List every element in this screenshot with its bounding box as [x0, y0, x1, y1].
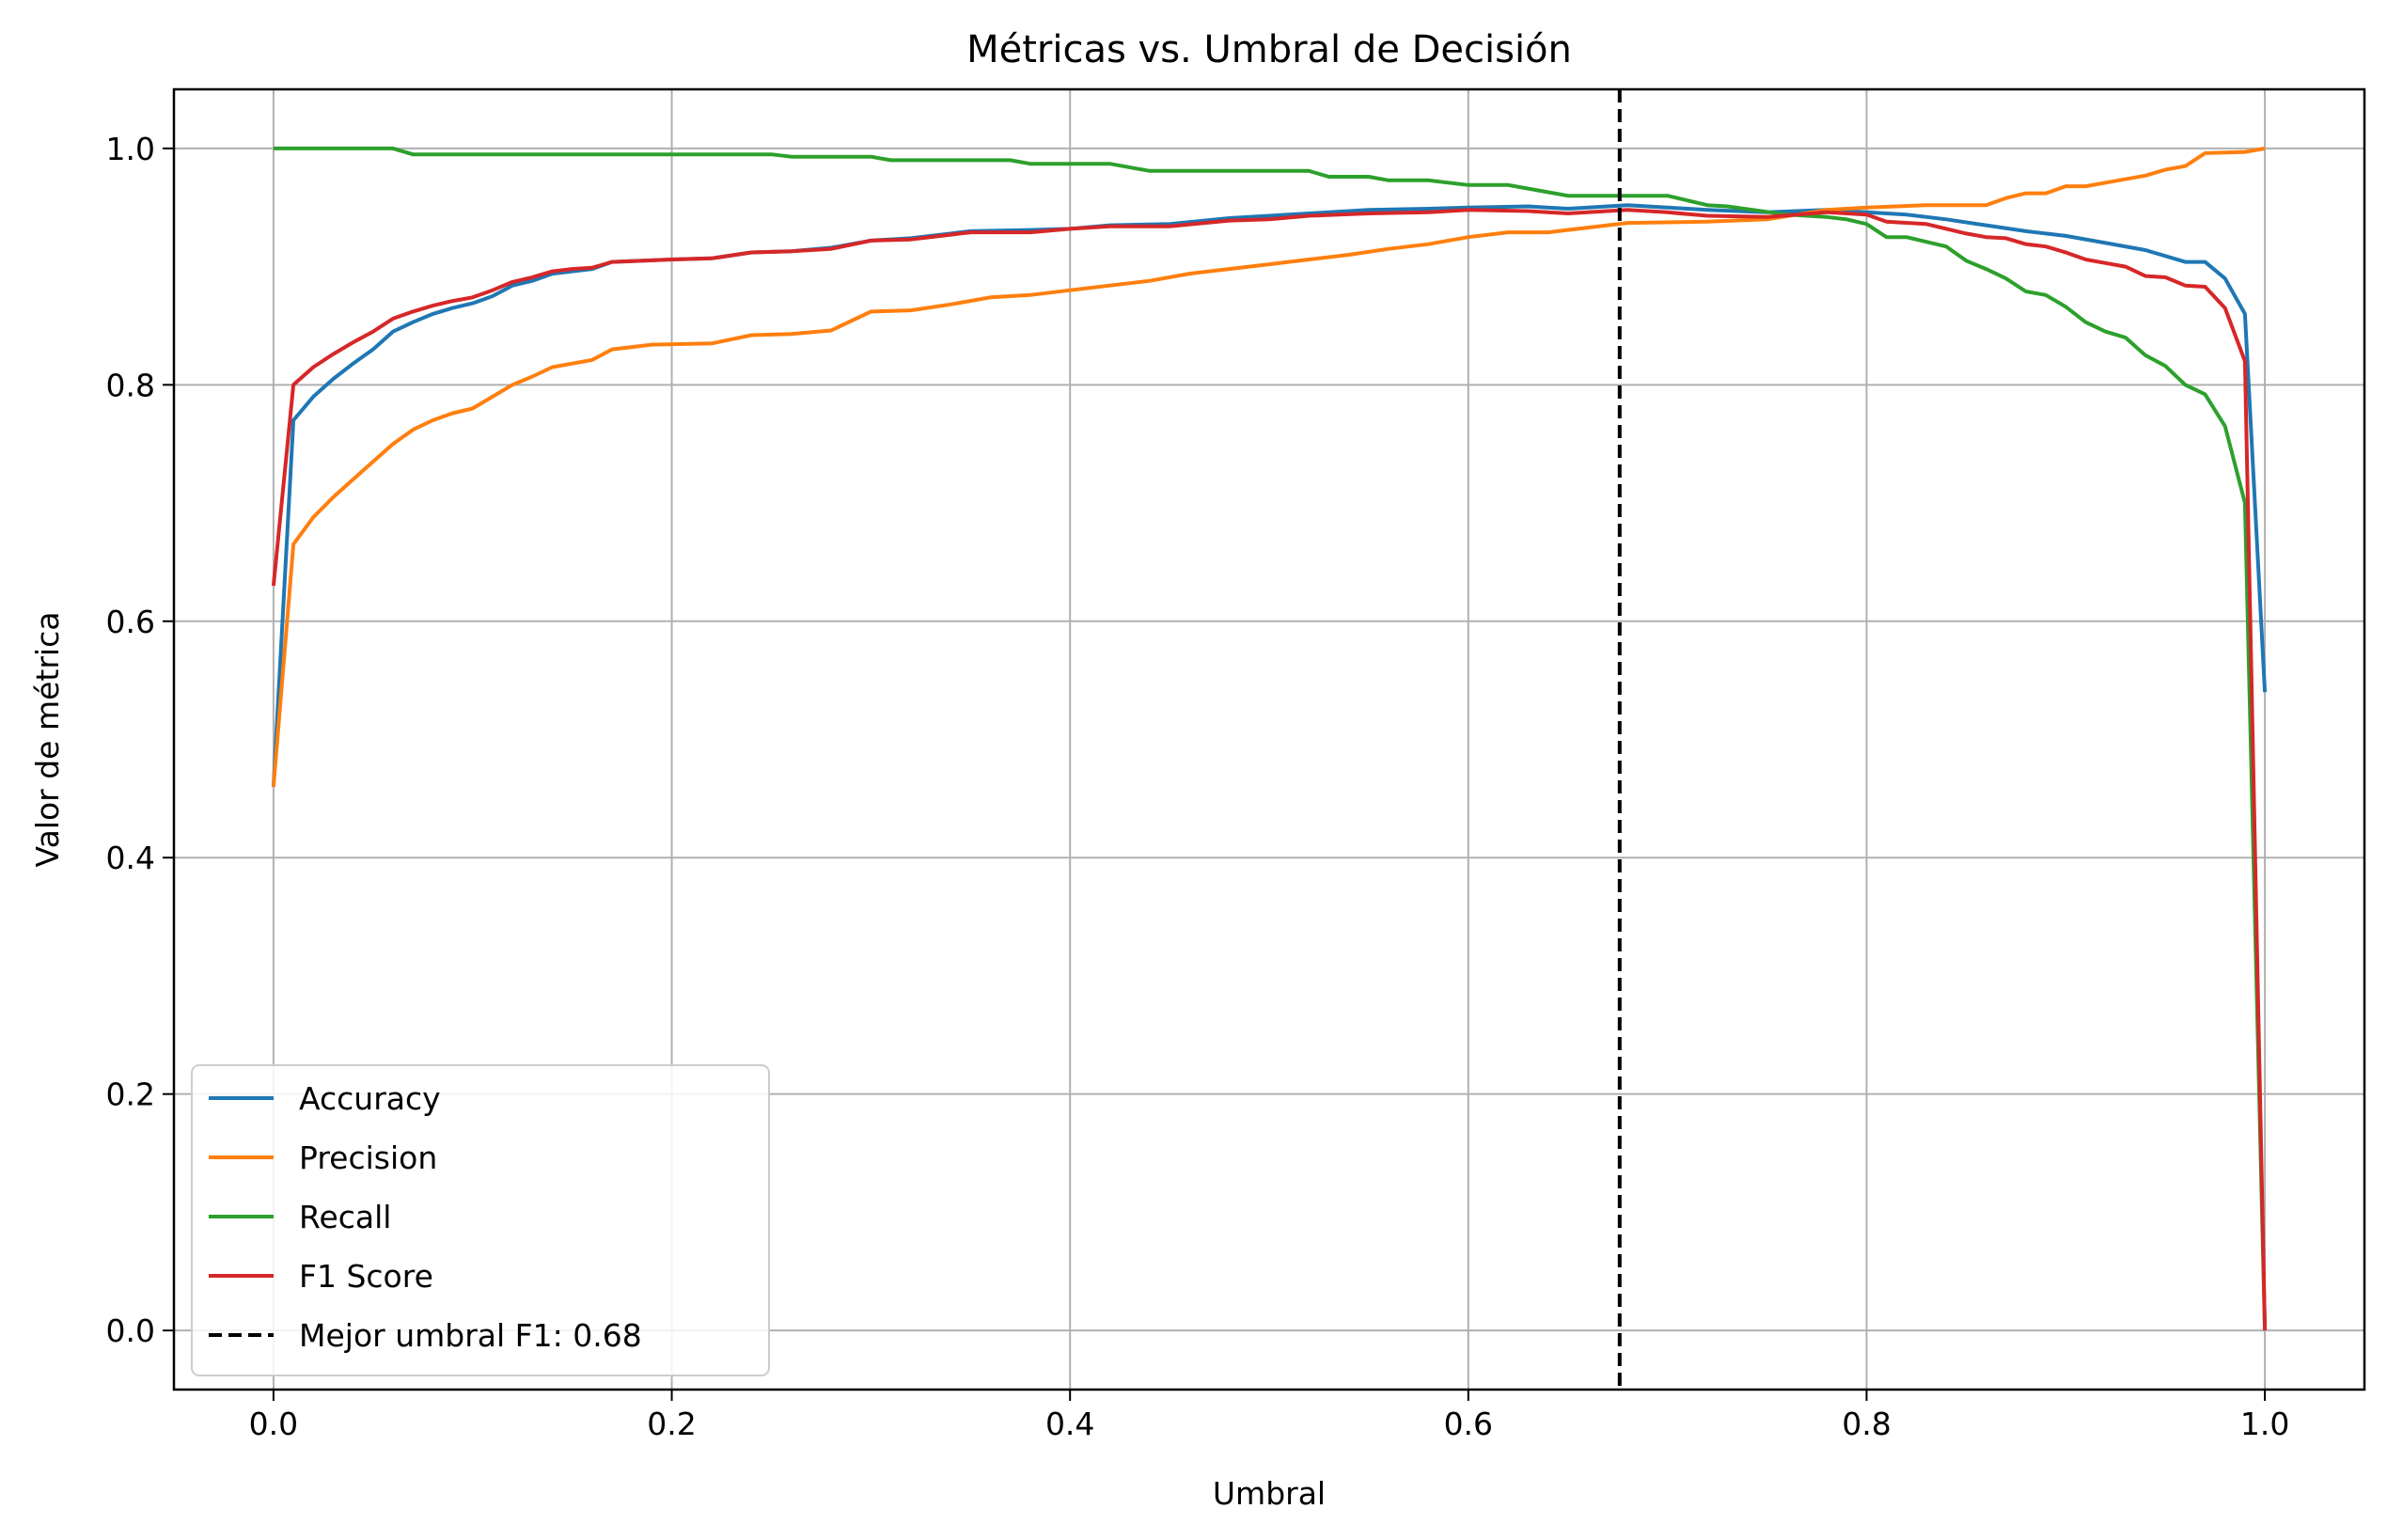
x-axis-label: Umbral [1213, 1475, 1326, 1512]
y-tick-label: 0.8 [106, 367, 155, 403]
legend: Accuracy Precision Recall F1 Score Mejor umb… [191, 1064, 770, 1376]
y-tick-label: 0.0 [106, 1312, 155, 1349]
legend-label: Accuracy [299, 1080, 441, 1117]
series-line-f1-score [271, 208, 2268, 1331]
series-line-precision [271, 146, 2266, 787]
y-tick-label: 0.6 [106, 604, 155, 640]
x-tick-label: 0.8 [1842, 1406, 1891, 1442]
plot-frame [172, 87, 2366, 1391]
legend-label: Mejor umbral F1: 0.68 [299, 1317, 642, 1354]
x-tick-label: 0.4 [1045, 1406, 1094, 1442]
axis-ticks: 0.0 0.2 0.4 0.6 0.8 1.0 0.0 0.2 0.4 0.6 0.8 1.0 [106, 131, 2290, 1442]
chart-title: Métricas vs. Umbral de Decisión [966, 28, 1572, 71]
legend-label: F1 Score [299, 1258, 433, 1295]
series-line-recall [273, 146, 2268, 1331]
x-tick-label: 0.2 [647, 1406, 696, 1442]
legend-box [191, 1064, 770, 1376]
y-tick-label: 1.0 [106, 131, 155, 167]
x-tick-label: 1.0 [2240, 1406, 2289, 1442]
y-tick-label: 0.4 [106, 840, 155, 876]
x-tick-label: 0.6 [1444, 1406, 1493, 1442]
legend-label: Precision [299, 1139, 437, 1176]
plot-series [271, 89, 2268, 1390]
x-tick-label: 0.0 [249, 1406, 298, 1442]
legend-label: Recall [299, 1199, 391, 1235]
y-tick-label: 0.2 [106, 1076, 155, 1113]
y-axis-label: Valor de métrica [29, 612, 66, 868]
